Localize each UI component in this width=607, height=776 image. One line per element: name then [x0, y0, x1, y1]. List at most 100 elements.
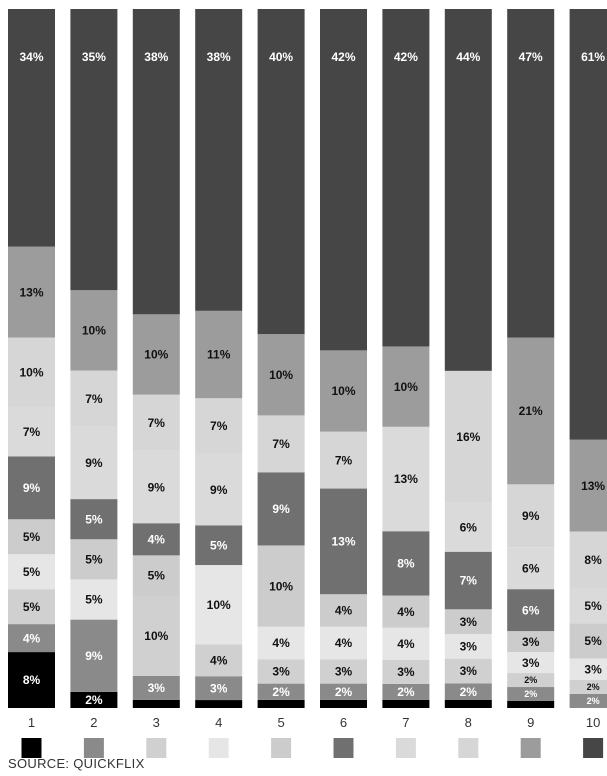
- bar-segment: [257, 699, 305, 708]
- bar-segment: [257, 415, 305, 473]
- bar-segment: [8, 554, 55, 590]
- data-label: 9%: [210, 483, 228, 497]
- x-tick-label: 3: [153, 715, 160, 730]
- data-label: 4%: [335, 636, 353, 650]
- bar-segment: [382, 627, 430, 660]
- legend-swatch: [146, 738, 167, 758]
- bar-segment: [132, 555, 180, 596]
- bar-segment: [70, 370, 118, 427]
- bar-segment: [195, 700, 243, 708]
- bar-segment: [382, 9, 430, 347]
- data-label: 42%: [394, 50, 418, 64]
- data-label: 42%: [331, 50, 355, 64]
- data-label: 13%: [394, 472, 418, 486]
- data-label: 38%: [144, 50, 168, 64]
- data-label: 7%: [85, 392, 103, 406]
- bar-segment: [195, 310, 243, 399]
- bar-segment: [320, 431, 367, 489]
- legend: [21, 738, 604, 758]
- bar-segment: [132, 314, 180, 395]
- legend-swatch: [271, 738, 292, 758]
- bar-segment: [444, 633, 492, 659]
- bar-segment: [444, 9, 492, 371]
- data-label: 5%: [85, 512, 103, 526]
- data-label: 2%: [587, 696, 600, 706]
- bar-segment: [132, 675, 180, 700]
- bar-segment: [8, 9, 55, 247]
- x-tick-label: 2: [90, 715, 97, 730]
- legend-swatch: [520, 738, 541, 758]
- data-label: 10%: [331, 384, 355, 398]
- data-label: 10%: [19, 366, 43, 380]
- bar-segment: [444, 658, 492, 684]
- data-label: 10%: [144, 348, 168, 362]
- bar-segment: [382, 346, 430, 427]
- x-tick-label: 6: [340, 715, 347, 730]
- bar-segment: [70, 619, 118, 692]
- bar-segment: [257, 472, 305, 546]
- bar-segment: [382, 683, 430, 700]
- bar-segment: [70, 691, 118, 708]
- data-label: 10%: [82, 324, 106, 338]
- bar-segment: [444, 609, 492, 634]
- bar-segment: [320, 626, 367, 660]
- data-label: 3%: [272, 665, 290, 679]
- bar-segment: [320, 683, 367, 700]
- bar-segment: [507, 631, 555, 653]
- x-tick-label: 4: [215, 715, 222, 730]
- bar-segment: [257, 659, 305, 684]
- bar-segment: [382, 531, 430, 596]
- data-label: 13%: [19, 285, 43, 299]
- bar-segment: [70, 539, 118, 580]
- data-label: 3%: [460, 664, 478, 678]
- bar-segment: [569, 587, 607, 624]
- bar-segment: [507, 673, 555, 688]
- data-label: 2%: [460, 685, 478, 699]
- bar-segment: [507, 589, 555, 632]
- data-label: 7%: [210, 419, 228, 433]
- bar-segment: [507, 687, 555, 702]
- bar-segment: [507, 652, 555, 674]
- data-label: 13%: [581, 479, 605, 493]
- bar-segment: [569, 658, 607, 680]
- bar-segment: [444, 370, 492, 503]
- bar-segment: [444, 502, 492, 552]
- bar-segment: [507, 9, 555, 338]
- bar-segment: [257, 683, 305, 700]
- x-tick-label: 10: [586, 715, 600, 730]
- data-label: 3%: [460, 615, 478, 629]
- bar-segment: [132, 699, 180, 708]
- data-label: 6%: [522, 603, 540, 617]
- data-label: 13%: [331, 535, 355, 549]
- data-label: 10%: [207, 598, 231, 612]
- bar-segment: [8, 589, 55, 625]
- data-label: 4%: [210, 654, 228, 668]
- data-label: 10%: [269, 579, 293, 593]
- data-label: 4%: [272, 636, 290, 650]
- data-label: 2%: [272, 685, 290, 699]
- bar-segment: [444, 699, 492, 708]
- data-label: 10%: [144, 629, 168, 643]
- bar-segment: [195, 565, 243, 645]
- bar-segment: [507, 701, 555, 708]
- data-label: 6%: [460, 520, 478, 534]
- data-label: 10%: [394, 380, 418, 394]
- bar-segment: [132, 523, 180, 556]
- bar-segment: [569, 531, 607, 588]
- bar-segment: [382, 426, 430, 532]
- bar-segment: [320, 350, 367, 432]
- data-label: 8%: [584, 553, 602, 567]
- x-axis-labels: 1 2 3 4 5 6 7 8 9 10: [28, 715, 600, 730]
- bar-segment: [320, 488, 367, 595]
- data-label: 9%: [85, 456, 103, 470]
- data-label: 9%: [85, 649, 103, 663]
- data-label: 2%: [85, 693, 103, 707]
- bar-segment: [132, 595, 180, 676]
- bar-segment: [70, 426, 118, 500]
- bar-segment: [195, 644, 243, 677]
- bar-segment: [8, 624, 55, 653]
- bar-segment: [507, 547, 555, 590]
- bar-segment: [320, 9, 367, 351]
- bar-segment: [320, 594, 367, 627]
- bar-segment: [320, 699, 367, 708]
